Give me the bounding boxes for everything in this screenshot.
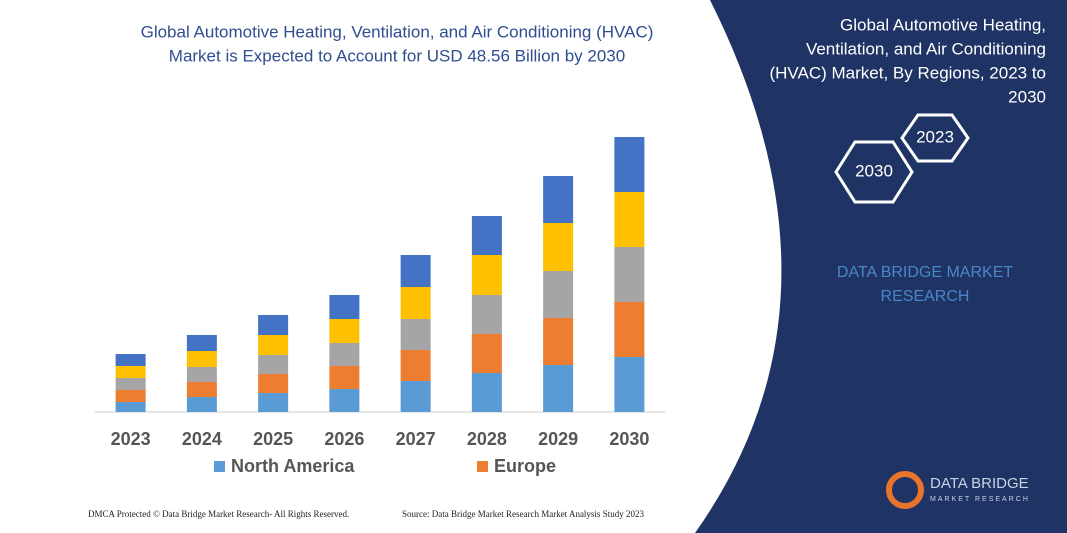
logo-name: DATA BRIDGE	[930, 475, 1029, 492]
bar-segment	[471, 295, 502, 334]
bar-segment	[400, 287, 431, 319]
bar-segment	[543, 223, 574, 271]
bar-segment	[329, 295, 360, 319]
bar-segment	[543, 318, 574, 365]
bar-segment	[471, 373, 502, 412]
bar-segment	[186, 382, 217, 397]
bar-segment	[400, 319, 431, 350]
bar-segment	[115, 402, 146, 412]
bar-segment	[258, 393, 289, 412]
footer-right: Source: Data Bridge Market Research Mark…	[402, 509, 644, 519]
brand-text: DATA BRIDGE MARKET	[837, 264, 1014, 281]
bar-segment	[186, 367, 217, 382]
legend-label: Europe	[494, 456, 556, 476]
hexagon-label: 2023	[916, 127, 954, 146]
bar-segment	[543, 365, 574, 412]
bar-segment	[400, 381, 431, 412]
bar-segment	[471, 216, 502, 255]
bar-segment	[400, 350, 431, 381]
bar-segment	[400, 255, 431, 287]
bar-segment	[115, 390, 146, 402]
bar-segment	[471, 334, 502, 373]
footer-left: DMCA Protected © Data Bridge Market Rese…	[88, 509, 349, 519]
bar-segment	[115, 378, 146, 390]
hexagon-label: 2030	[855, 161, 893, 180]
bar-segment	[329, 366, 360, 389]
x-tick-label: 2024	[182, 429, 222, 449]
bar-segment	[186, 351, 217, 367]
bar-segment	[258, 315, 289, 335]
x-tick-label: 2029	[538, 429, 578, 449]
brand-text: RESEARCH	[881, 288, 970, 305]
logo-icon	[886, 471, 924, 509]
legend-label: North America	[231, 456, 355, 476]
legend-swatch	[214, 461, 225, 472]
x-tick-label: 2026	[324, 429, 364, 449]
side-panel	[695, 0, 1067, 533]
bar-segment	[543, 176, 574, 223]
side-title: Global Automotive Heating,	[840, 15, 1046, 34]
bar-segment	[258, 374, 289, 393]
bar-segment	[543, 271, 574, 318]
chart-title: Global Automotive Heating, Ventilation, …	[141, 22, 654, 41]
bar-segment	[115, 354, 146, 366]
bar-segment	[614, 137, 645, 192]
x-tick-label: 2023	[111, 429, 151, 449]
bar-segment	[329, 389, 360, 412]
bar-segment	[471, 255, 502, 295]
bar-segment	[186, 397, 217, 412]
chart-title: Market is Expected to Account for USD 48…	[169, 46, 625, 65]
x-tick-label: 2028	[467, 429, 507, 449]
bar-segment	[614, 357, 645, 412]
bar-segment	[258, 355, 289, 374]
bar-segment	[329, 319, 360, 343]
hexagon	[834, 140, 914, 204]
bar-segment	[329, 343, 360, 366]
logo-tagline: MARKET RESEARCH	[930, 496, 1030, 503]
bar-segment	[614, 192, 645, 247]
x-tick-label: 2025	[253, 429, 293, 449]
bar-segment	[186, 335, 217, 351]
side-title: Ventilation, and Air Conditioning	[806, 39, 1046, 58]
bar-segment	[258, 335, 289, 355]
legend-swatch	[477, 461, 488, 472]
x-tick-label: 2027	[396, 429, 436, 449]
x-tick-label: 2030	[609, 429, 649, 449]
hexagon	[900, 113, 970, 163]
bar-segment	[614, 247, 645, 302]
side-title: (HVAC) Market, By Regions, 2023 to	[769, 63, 1046, 82]
bar-segment	[614, 302, 645, 357]
bar-segment	[115, 366, 146, 378]
side-title: 2030	[1008, 87, 1046, 106]
